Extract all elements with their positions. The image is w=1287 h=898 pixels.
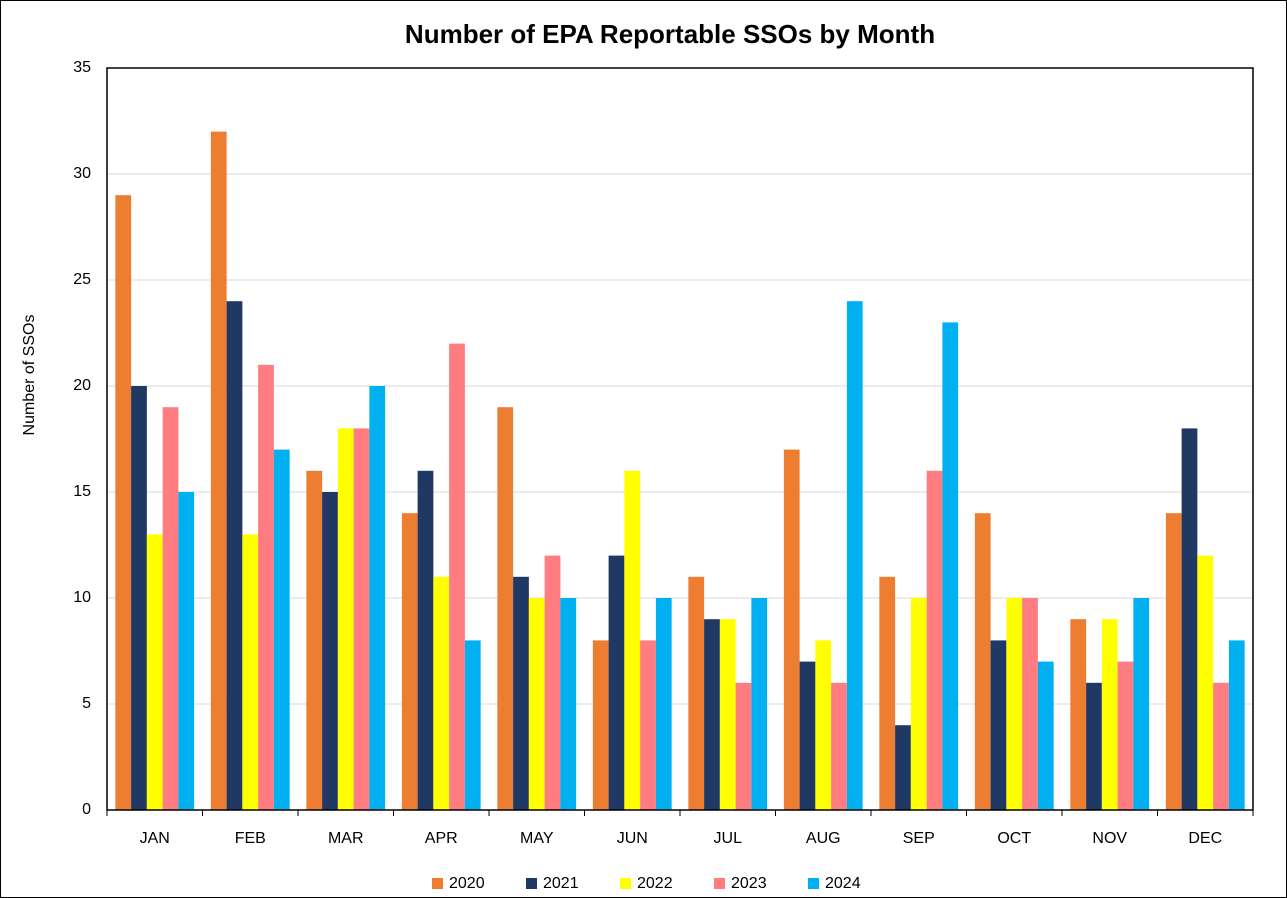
bar — [449, 343, 465, 810]
bar — [464, 640, 481, 810]
y-axis-label: Number of SSOs — [21, 315, 38, 436]
bar — [226, 301, 243, 810]
bar — [592, 640, 609, 810]
bar — [831, 682, 847, 810]
bar — [178, 492, 195, 810]
bar — [1197, 555, 1214, 810]
bar — [655, 598, 672, 810]
bar — [1086, 682, 1102, 810]
bar — [258, 364, 274, 810]
bar — [513, 576, 529, 810]
bar — [1228, 640, 1245, 810]
x-tick-label: OCT — [997, 830, 1031, 847]
legend-label: 2020 — [449, 875, 485, 892]
plot-border — [106, 67, 1254, 811]
bar — [273, 449, 290, 810]
bar — [1037, 661, 1054, 810]
x-tick-label: JAN — [140, 830, 170, 847]
bar — [1133, 598, 1150, 810]
x-tick-label: APR — [425, 830, 458, 847]
bar — [783, 449, 800, 810]
legend-swatch — [808, 878, 819, 889]
bar — [131, 386, 147, 810]
legend-swatch — [432, 878, 443, 889]
x-tick-label: MAR — [328, 830, 364, 847]
bar — [624, 470, 641, 810]
y-tick-label: 35 — [73, 59, 91, 76]
legend-label: 2023 — [731, 875, 767, 892]
legend-label: 2021 — [543, 875, 579, 892]
x-tick-label: JUL — [714, 830, 743, 847]
bar — [1213, 682, 1229, 810]
bar — [895, 725, 911, 810]
bar — [115, 195, 132, 810]
bar — [608, 555, 625, 810]
bar — [815, 640, 832, 810]
bar — [704, 619, 720, 810]
bar — [337, 428, 354, 810]
bar — [242, 534, 259, 810]
legend-swatch — [620, 878, 631, 889]
y-tick-label: 30 — [73, 165, 91, 182]
x-tick-label: AUG — [806, 830, 841, 847]
bar — [1117, 661, 1134, 810]
bar — [353, 428, 370, 810]
bar — [369, 386, 386, 810]
legend-swatch — [526, 878, 537, 889]
bar — [1181, 428, 1198, 810]
bar — [306, 470, 323, 810]
bar — [1101, 619, 1118, 810]
y-tick-label: 20 — [73, 377, 91, 394]
bar — [1022, 598, 1038, 810]
y-tick-label: 0 — [82, 801, 91, 818]
y-tick-label: 5 — [82, 695, 91, 712]
bar — [497, 407, 514, 810]
legend-label: 2024 — [825, 875, 861, 892]
bar — [926, 470, 943, 810]
bar — [544, 555, 561, 810]
bar — [433, 576, 450, 810]
bar — [688, 576, 705, 810]
y-tick-label: 10 — [73, 589, 91, 606]
x-tick-label: SEP — [903, 830, 935, 847]
y-tick-label: 25 — [73, 271, 91, 288]
bar — [1006, 598, 1023, 810]
bar — [640, 640, 656, 810]
bar — [560, 598, 577, 810]
legend-swatch — [714, 878, 725, 889]
x-tick-label: MAY — [520, 830, 554, 847]
bar — [751, 598, 768, 810]
bar — [735, 682, 752, 810]
bar — [799, 661, 816, 810]
x-tick-label: JUN — [617, 830, 648, 847]
bar — [910, 598, 927, 810]
x-tick-label: NOV — [1092, 830, 1127, 847]
bar — [401, 513, 418, 810]
bar — [210, 131, 227, 811]
bar — [1070, 619, 1087, 810]
y-tick-label: 15 — [73, 483, 91, 500]
bar — [162, 407, 179, 810]
bar — [719, 619, 736, 810]
chart-title: Number of EPA Reportable SSOs by Month — [405, 19, 935, 49]
legend-label: 2022 — [637, 875, 673, 892]
bar — [974, 513, 991, 810]
x-tick-label: FEB — [235, 830, 266, 847]
bar — [528, 598, 545, 810]
bar — [990, 640, 1007, 810]
bar — [1165, 513, 1182, 810]
bar — [879, 576, 896, 810]
bar — [942, 322, 959, 810]
bar — [846, 301, 863, 810]
bar — [146, 534, 163, 810]
bar — [322, 492, 338, 810]
x-tick-label: DEC — [1188, 830, 1222, 847]
bar — [417, 470, 434, 810]
